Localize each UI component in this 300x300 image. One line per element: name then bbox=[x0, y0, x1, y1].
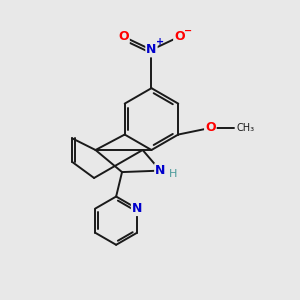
Text: N: N bbox=[132, 202, 142, 215]
Text: O: O bbox=[118, 30, 129, 43]
Text: N: N bbox=[155, 164, 166, 177]
Text: O: O bbox=[205, 122, 216, 134]
Text: +: + bbox=[156, 37, 164, 46]
Text: N: N bbox=[146, 44, 157, 56]
Text: H: H bbox=[169, 169, 177, 178]
Text: −: − bbox=[184, 26, 192, 36]
Text: CH₃: CH₃ bbox=[237, 123, 255, 133]
Text: O: O bbox=[174, 30, 185, 43]
